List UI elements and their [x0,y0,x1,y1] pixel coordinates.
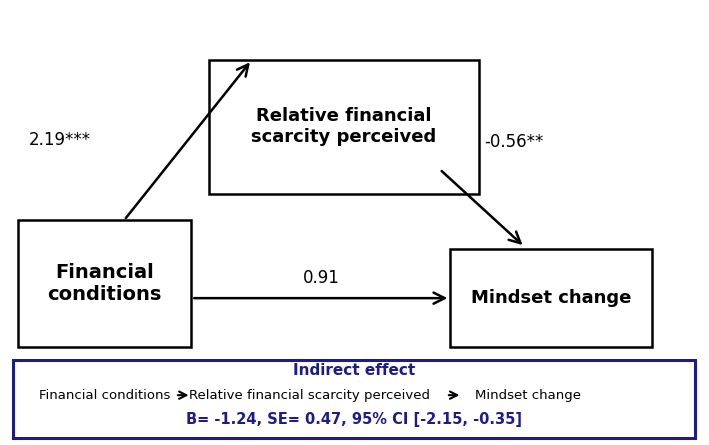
Text: Mindset change: Mindset change [471,289,632,307]
Text: B= -1.24, SE= 0.47, 95% CI [-2.15, -0.35]: B= -1.24, SE= 0.47, 95% CI [-2.15, -0.35… [186,412,523,427]
FancyBboxPatch shape [450,249,652,347]
Text: Indirect effect: Indirect effect [294,363,415,378]
FancyBboxPatch shape [18,220,191,347]
Text: -0.56**: -0.56** [484,134,544,151]
FancyBboxPatch shape [13,360,695,438]
Text: Financial
conditions: Financial conditions [48,263,162,304]
FancyBboxPatch shape [209,60,479,194]
Text: Mindset change: Mindset change [475,388,581,402]
Text: Financial conditions: Financial conditions [39,388,171,402]
Text: Relative financial scarcity perceived: Relative financial scarcity perceived [189,388,430,402]
Text: 2.19***: 2.19*** [29,131,91,149]
Text: Relative financial
scarcity perceived: Relative financial scarcity perceived [251,107,437,146]
Text: 0.91: 0.91 [303,269,340,287]
